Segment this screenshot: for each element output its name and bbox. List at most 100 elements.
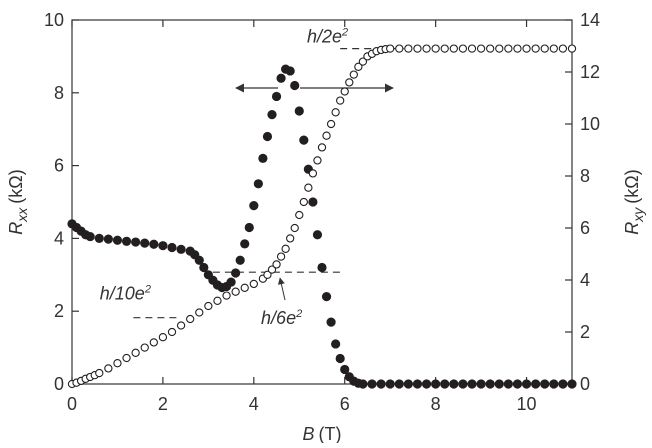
data-point: [290, 223, 299, 233]
reference-label-base: h/2e: [307, 27, 342, 47]
data-point: [476, 44, 486, 53]
data-point: [213, 296, 222, 305]
y2-tick-label: 8: [580, 166, 590, 186]
data-point: [321, 292, 332, 302]
data-point: [540, 379, 550, 389]
data-point: [240, 239, 250, 249]
data-point: [249, 279, 258, 289]
data-point: [226, 277, 236, 287]
data-point: [281, 244, 290, 253]
data-point: [195, 308, 204, 317]
data-point: [522, 44, 531, 53]
data-point: [249, 201, 259, 211]
data-point: [186, 314, 195, 324]
data-point: [521, 379, 532, 389]
y2-tick-label: 6: [580, 218, 590, 238]
data-point: [331, 339, 341, 349]
data-point: [312, 230, 323, 240]
data-point: [549, 379, 559, 389]
data-point: [94, 233, 104, 243]
data-point: [494, 379, 504, 389]
y2-tick-label: 12: [580, 62, 600, 82]
axis-unit: (T): [319, 424, 342, 443]
data-point: [354, 62, 363, 71]
axis-subscript: xy: [630, 207, 646, 223]
data-point: [113, 359, 122, 368]
reference-label: h/2e2: [307, 27, 348, 47]
data-point: [358, 379, 368, 389]
data-point: [231, 287, 240, 296]
data-point: [222, 291, 231, 300]
data-point: [467, 379, 477, 389]
y-tick-label: 10: [44, 10, 64, 30]
reference-label: h/6e2: [261, 308, 302, 328]
data-point: [549, 44, 558, 53]
data-point: [349, 70, 358, 79]
x-tick-label: 4: [249, 394, 259, 414]
data-point: [503, 379, 513, 389]
reference-label-sup: 2: [144, 284, 151, 296]
data-point: [299, 135, 309, 145]
data-point: [149, 239, 159, 249]
reference-label-sup: 2: [341, 27, 348, 39]
data-point: [486, 44, 495, 53]
data-point: [176, 321, 186, 330]
data-point: [285, 66, 295, 76]
x-tick-label: 6: [340, 394, 350, 414]
data-point: [485, 379, 495, 389]
data-point: [149, 338, 158, 347]
data-point: [431, 379, 441, 389]
data-point: [376, 379, 386, 389]
data-point: [295, 210, 304, 220]
y2-tick-label: 4: [580, 270, 590, 290]
data-point: [413, 44, 422, 53]
data-point: [258, 153, 268, 163]
data-point: [540, 44, 549, 53]
data-point: [103, 234, 113, 244]
data-point: [276, 73, 286, 83]
x-tick-label: 8: [431, 394, 441, 414]
reference-label-base: h/10e: [100, 284, 145, 304]
axis-subscript: xx: [14, 207, 30, 223]
data-point: [112, 235, 123, 245]
data-point: [512, 379, 523, 389]
data-point: [531, 44, 540, 53]
data-point: [235, 255, 245, 265]
data-point: [176, 244, 186, 254]
data-point: [290, 80, 300, 91]
y-tick-label: 8: [54, 83, 64, 103]
data-point: [231, 268, 241, 278]
axis-symbol: R: [622, 222, 642, 235]
data-point: [421, 379, 432, 389]
data-point: [253, 179, 263, 189]
data-point: [308, 169, 318, 178]
data-point: [317, 262, 327, 273]
data-point: [394, 379, 404, 389]
data-point: [467, 44, 477, 53]
data-point: [158, 333, 168, 342]
data-point: [340, 364, 350, 375]
data-point: [267, 265, 277, 274]
plot-frame: [71, 19, 573, 385]
axis-unit: (kΩ): [622, 169, 642, 203]
data-point: [367, 379, 377, 389]
data-point: [558, 379, 568, 389]
axis-unit: (kΩ): [6, 169, 26, 203]
data-point: [131, 237, 141, 247]
data-point: [131, 348, 140, 357]
data-point: [422, 44, 431, 53]
data-point: [345, 78, 354, 87]
data-point: [403, 379, 413, 389]
data-point: [276, 252, 286, 261]
data-point: [158, 241, 168, 251]
data-point: [122, 353, 131, 363]
data-point: [336, 96, 345, 105]
data-point: [263, 270, 272, 279]
y2-tick-label: 0: [580, 374, 590, 394]
data-point: [204, 301, 213, 311]
y-tick-label: 0: [54, 374, 64, 394]
data-point: [322, 131, 331, 140]
data-point: [567, 379, 577, 389]
data-point: [449, 44, 458, 53]
data-point: [412, 379, 423, 389]
